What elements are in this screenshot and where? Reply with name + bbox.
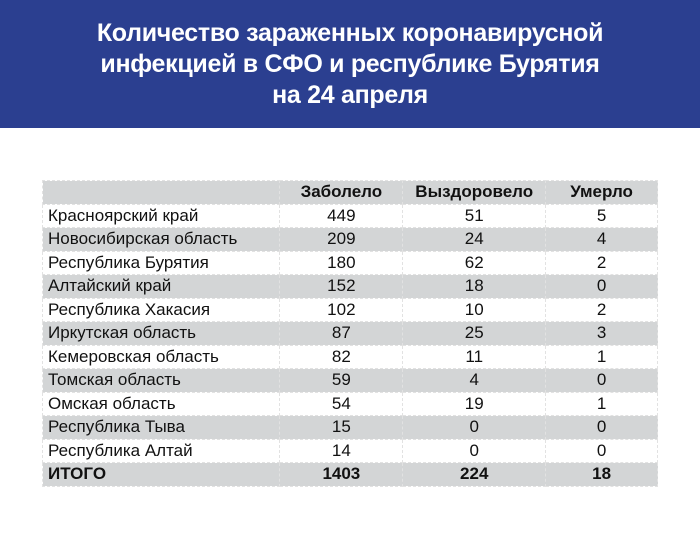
header-region (41, 180, 281, 205)
header-infected: Заболело (279, 180, 404, 205)
infected-cell: 449 (279, 203, 404, 228)
page-title: Количество зараженных коронавирусной инф… (96, 18, 604, 111)
infected-cell: 82 (279, 344, 404, 369)
table-row: Омская область 54 19 1 (41, 391, 658, 416)
title-line: инфекцией в СФО и республике Бурятия (100, 49, 600, 78)
infected-cell: 15 (279, 415, 404, 440)
total-row: ИТОГО 1403 224 18 (41, 462, 658, 487)
infected-cell: 54 (279, 391, 404, 416)
deaths-cell: 18 (545, 462, 658, 487)
table-row: Красноярский край 449 51 5 (41, 203, 658, 228)
title-banner: Количество зараженных коронавирусной инф… (0, 0, 700, 128)
region-cell: Иркутская область (41, 321, 281, 346)
infected-cell: 1403 (279, 462, 404, 487)
recovered-cell: 19 (402, 391, 547, 416)
recovered-cell: 0 (402, 415, 547, 440)
region-cell: Республика Бурятия (41, 250, 281, 275)
infected-cell: 209 (279, 227, 404, 252)
recovered-cell: 0 (402, 438, 547, 463)
deaths-cell: 1 (545, 344, 658, 369)
title-line: Количество зараженных коронавирусной (96, 18, 604, 47)
recovered-cell: 11 (402, 344, 547, 369)
region-cell: Кемеровская область (41, 344, 281, 369)
deaths-cell: 2 (545, 297, 658, 322)
title-line: на 24 апреля (272, 80, 428, 109)
region-cell: ИТОГО (41, 462, 281, 487)
infected-cell: 102 (279, 297, 404, 322)
region-cell: Томская область (41, 368, 281, 393)
infected-cell: 14 (279, 438, 404, 463)
recovered-cell: 18 (402, 274, 547, 299)
recovered-cell: 51 (402, 203, 547, 228)
recovered-cell: 4 (402, 368, 547, 393)
deaths-cell: 5 (545, 203, 658, 228)
table-row: Кемеровская область 82 11 1 (41, 344, 658, 369)
recovered-cell: 224 (402, 462, 547, 487)
table-row: Республика Хакасия 102 10 2 (41, 297, 658, 322)
infected-cell: 180 (279, 250, 404, 275)
table-row: Республика Тыва 15 0 0 (41, 415, 658, 440)
infected-cell: 87 (279, 321, 404, 346)
region-cell: Новосибирская область (41, 227, 281, 252)
recovered-cell: 24 (402, 227, 547, 252)
deaths-cell: 0 (545, 274, 658, 299)
region-cell: Республика Алтай (41, 438, 281, 463)
deaths-cell: 0 (545, 438, 658, 463)
region-cell: Республика Тыва (41, 415, 281, 440)
region-cell: Омская область (41, 391, 281, 416)
recovered-cell: 62 (402, 250, 547, 275)
recovered-cell: 25 (402, 321, 547, 346)
recovered-cell: 10 (402, 297, 547, 322)
deaths-cell: 0 (545, 415, 658, 440)
deaths-cell: 1 (545, 391, 658, 416)
deaths-cell: 4 (545, 227, 658, 252)
infected-cell: 152 (279, 274, 404, 299)
covid-stats-table: Заболело Выздоровело Умерло Красноярский… (41, 180, 658, 487)
header-recovered: Выздоровело (402, 180, 547, 205)
region-cell: Алтайский край (41, 274, 281, 299)
table-row: Алтайский край 152 18 0 (41, 274, 658, 299)
table-row: Иркутская область 87 25 3 (41, 321, 658, 346)
table-header-row: Заболело Выздоровело Умерло (41, 180, 658, 205)
table-row: Томская область 59 4 0 (41, 368, 658, 393)
region-cell: Красноярский край (41, 203, 281, 228)
infected-cell: 59 (279, 368, 404, 393)
region-cell: Республика Хакасия (41, 297, 281, 322)
deaths-cell: 0 (545, 368, 658, 393)
table-row: Республика Алтай 14 0 0 (41, 438, 658, 463)
deaths-cell: 2 (545, 250, 658, 275)
table-row: Республика Бурятия 180 62 2 (41, 250, 658, 275)
table-row: Новосибирская область 209 24 4 (41, 227, 658, 252)
deaths-cell: 3 (545, 321, 658, 346)
header-deaths: Умерло (545, 180, 658, 205)
